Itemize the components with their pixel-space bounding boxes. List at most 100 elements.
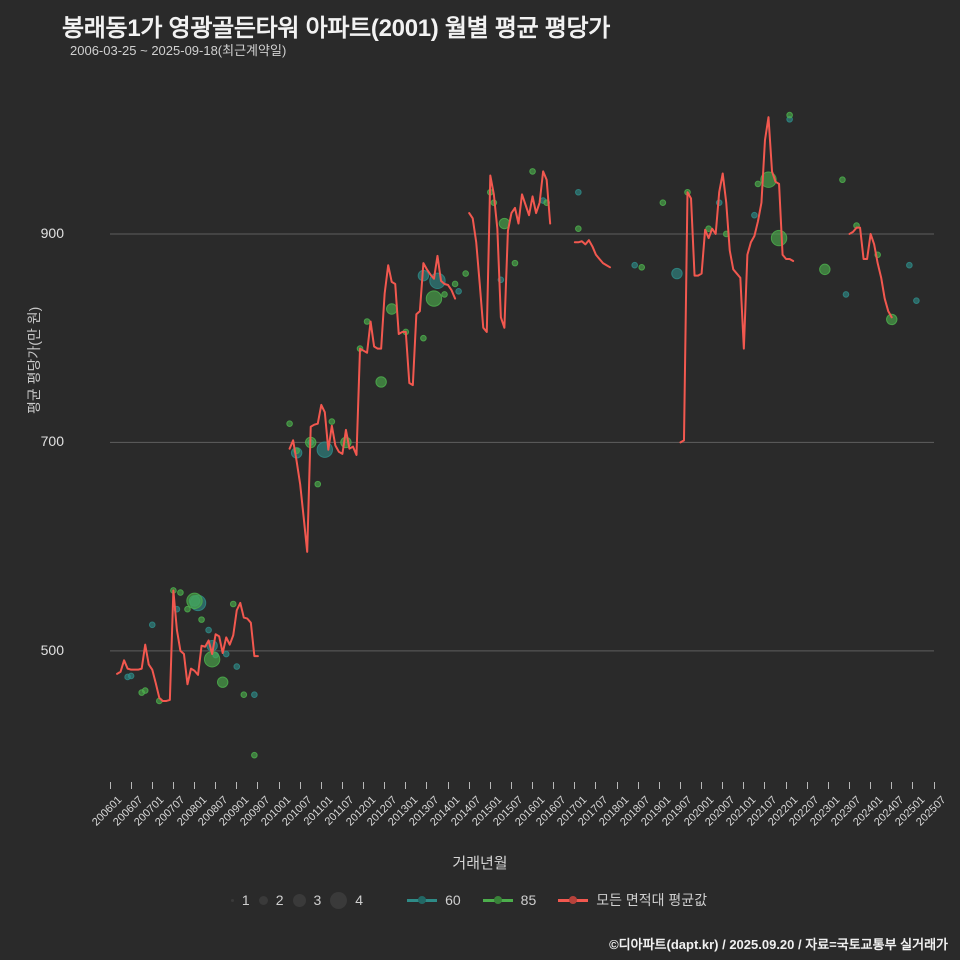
x-tick-mark bbox=[848, 782, 850, 789]
legend-size-4: 4 bbox=[330, 891, 364, 909]
scatter-point bbox=[198, 616, 205, 623]
x-tick-mark bbox=[510, 782, 512, 789]
scatter-point bbox=[222, 650, 230, 658]
x-tick-mark bbox=[891, 782, 893, 789]
x-tick-mark bbox=[320, 782, 322, 789]
x-tick-mark bbox=[405, 782, 407, 789]
x-tick-mark bbox=[299, 782, 301, 789]
scatter-point bbox=[420, 334, 427, 342]
y-axis-title: 평균 평당가(만 원) bbox=[26, 306, 42, 414]
x-tick-mark bbox=[827, 782, 829, 789]
scatter-point bbox=[251, 691, 258, 698]
scatter-point bbox=[240, 691, 248, 698]
x-tick-mark bbox=[341, 782, 343, 789]
x-axis-title: 거래년월 bbox=[452, 855, 508, 872]
legend-size-2: 2 bbox=[258, 892, 284, 908]
scatter-point bbox=[529, 168, 536, 175]
scatter-point bbox=[754, 180, 762, 188]
scatter-point bbox=[631, 261, 638, 269]
x-tick-mark bbox=[743, 782, 745, 789]
x-tick-mark bbox=[637, 782, 639, 789]
scatter-point bbox=[455, 287, 462, 295]
scatter-point bbox=[375, 376, 387, 388]
legend-series-60[interactable]: 60 bbox=[407, 892, 461, 908]
scatter-point bbox=[751, 211, 758, 219]
legend-size-dot-icon bbox=[330, 891, 348, 909]
x-tick-mark bbox=[785, 782, 787, 789]
x-tick-mark bbox=[595, 782, 597, 789]
page-title: 봉래동1가 영광골든타워 아파트(2001) 월별 평균 평당가 bbox=[62, 15, 611, 42]
x-tick-mark bbox=[130, 782, 132, 789]
scatter-point bbox=[316, 441, 334, 458]
x-tick-mark bbox=[532, 782, 534, 789]
x-tick-mark bbox=[489, 782, 491, 789]
chart-canvas bbox=[110, 111, 934, 759]
legend-marker-icon bbox=[482, 894, 513, 906]
legend-series-label: 모든 면적대 평균값 bbox=[596, 892, 708, 908]
x-tick-mark bbox=[468, 782, 470, 789]
x-tick-mark bbox=[701, 782, 703, 789]
legend-series-85[interactable]: 85 bbox=[482, 892, 537, 908]
scatter-point bbox=[425, 290, 443, 307]
scatter-point bbox=[671, 267, 683, 280]
page-subtitle: 2006-03-25 ~ 2025-09-18(최근계약일) bbox=[70, 43, 287, 58]
y-tick-label-500: 500 bbox=[40, 641, 64, 658]
x-tick-mark bbox=[722, 782, 724, 789]
x-tick-mark bbox=[194, 782, 195, 789]
scatter-point bbox=[286, 420, 293, 427]
x-tick-mark bbox=[806, 782, 808, 789]
scatter-point bbox=[186, 592, 203, 610]
plot-area: 평균 평당가(만 원) 500 700 900 bbox=[26, 84, 940, 780]
scatter-point bbox=[886, 313, 898, 326]
scatter-point bbox=[386, 303, 398, 315]
scatter-point bbox=[462, 270, 469, 277]
x-tick-mark bbox=[870, 782, 872, 789]
scatter-point bbox=[819, 263, 831, 276]
scatter-point bbox=[314, 480, 322, 488]
scatter-point bbox=[251, 751, 258, 759]
legend-size-dot-icon bbox=[292, 893, 306, 907]
scatter-point bbox=[184, 605, 191, 613]
x-tick-mark bbox=[553, 782, 555, 789]
scatter-point bbox=[638, 263, 646, 271]
scatter-point bbox=[760, 171, 777, 188]
legend-marker-icon bbox=[407, 894, 438, 906]
scatter-point bbox=[363, 318, 371, 325]
legend-size-1: 1 bbox=[230, 892, 250, 908]
scatter-point bbox=[229, 600, 237, 608]
legend-series-모든 면적대 평균값[interactable]: 모든 면적대 평균값 bbox=[558, 890, 707, 910]
x-tick-mark bbox=[447, 782, 449, 789]
legend-size-label: 4 bbox=[355, 892, 364, 908]
scatter-point bbox=[441, 291, 448, 298]
scatter-point bbox=[906, 261, 913, 269]
scatter-point bbox=[127, 672, 135, 680]
chart-legend: 1 2 3 4 60 85 모든 면적대 평균값 bbox=[0, 890, 960, 910]
x-tick-mark bbox=[172, 782, 174, 789]
scatter-point bbox=[233, 663, 241, 670]
scatter-point bbox=[786, 111, 793, 119]
legend-size-label: 2 bbox=[275, 892, 284, 908]
average-price-line bbox=[116, 116, 893, 702]
x-tick-mark bbox=[109, 782, 111, 789]
y-tick-label-700: 700 bbox=[40, 433, 64, 450]
x-tick-mark bbox=[236, 782, 238, 789]
x-tick-mark bbox=[257, 782, 259, 789]
legend-size-dot-icon bbox=[230, 898, 234, 902]
y-tick-label-900: 900 bbox=[40, 224, 64, 241]
scatter-point bbox=[205, 626, 212, 634]
x-tick-mark bbox=[912, 782, 914, 789]
legend-series-label: 85 bbox=[520, 892, 537, 908]
legend-size-label: 1 bbox=[241, 892, 250, 908]
x-tick-mark bbox=[616, 782, 618, 789]
x-tick-mark bbox=[679, 782, 681, 789]
scatter-point bbox=[216, 676, 229, 688]
x-tick-mark bbox=[574, 782, 576, 789]
x-tick-mark bbox=[363, 782, 365, 789]
x-tick-mark bbox=[658, 782, 660, 789]
scatter-point bbox=[511, 259, 519, 267]
x-tick-mark bbox=[384, 782, 386, 789]
legend-series-group: 60 85 모든 면적대 평균값 bbox=[407, 890, 729, 910]
x-tick-mark bbox=[278, 782, 280, 789]
legend-size-label: 3 bbox=[313, 892, 322, 908]
